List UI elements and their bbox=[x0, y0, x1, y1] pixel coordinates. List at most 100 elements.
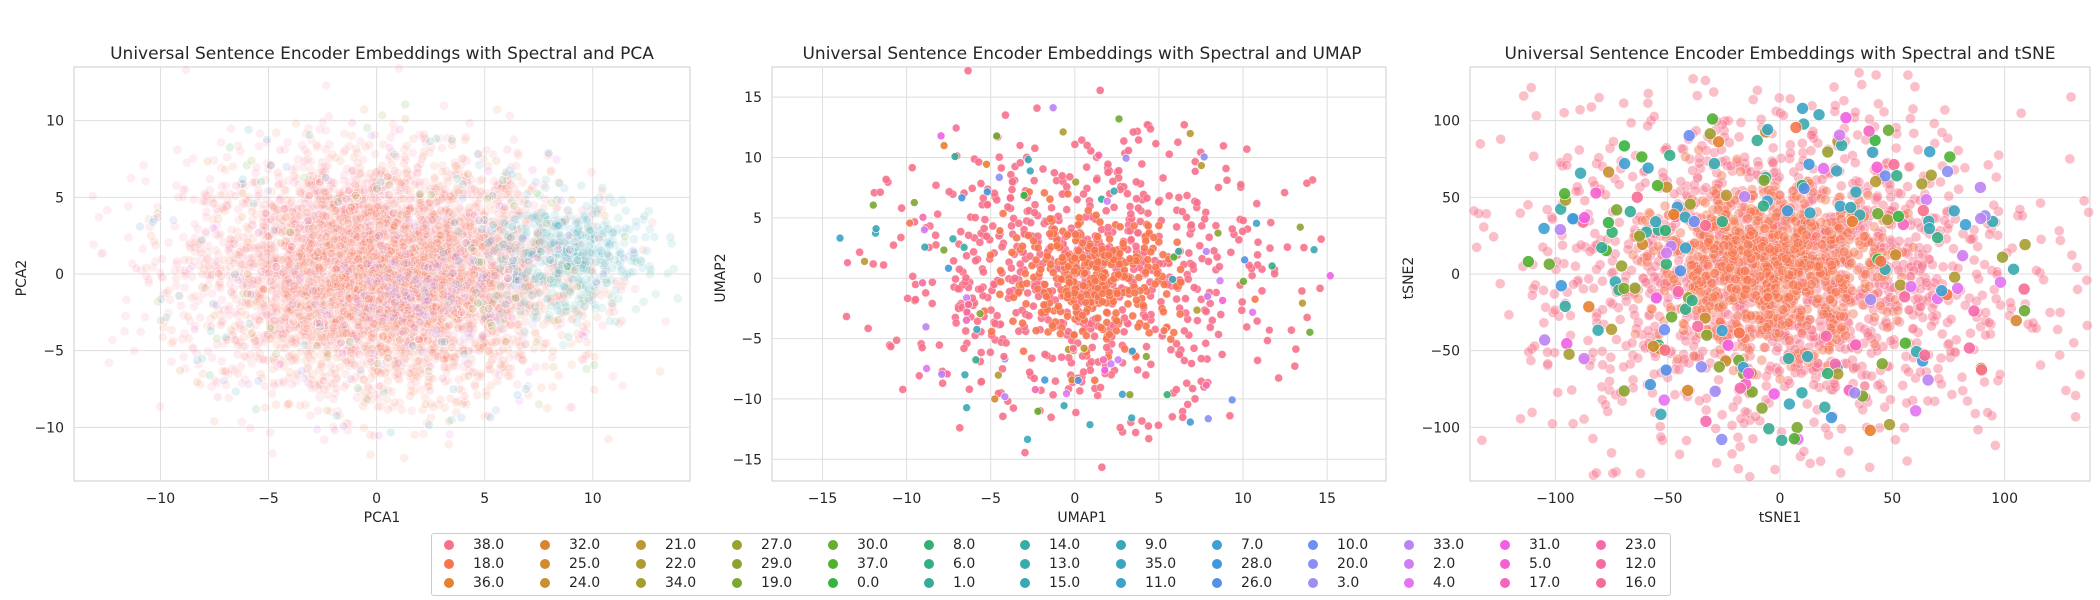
scatter-point bbox=[271, 127, 282, 138]
scatter-point bbox=[228, 290, 239, 300]
scatter-point bbox=[439, 100, 449, 111]
scatter-point bbox=[189, 219, 200, 229]
scatter-point bbox=[313, 405, 323, 416]
scatter-point bbox=[403, 228, 414, 239]
scatter-point bbox=[365, 449, 376, 460]
scatter-point bbox=[94, 212, 104, 223]
scatter-point bbox=[166, 338, 177, 348]
scatter-point bbox=[368, 252, 379, 262]
scatter-point bbox=[440, 184, 450, 195]
scatter-point bbox=[155, 267, 166, 278]
scatter-point bbox=[220, 165, 230, 175]
scatter-point bbox=[314, 263, 324, 273]
scatter-point bbox=[509, 134, 519, 145]
scatter-point bbox=[233, 141, 243, 151]
scatter-point bbox=[178, 232, 189, 242]
scatter-point bbox=[429, 161, 439, 171]
scatter-point bbox=[414, 204, 424, 214]
scatter-point bbox=[373, 402, 383, 412]
scatter-point bbox=[321, 125, 331, 136]
scatter-point bbox=[185, 243, 196, 253]
scatter-point bbox=[335, 215, 345, 225]
scatter-point bbox=[313, 247, 323, 257]
scatter-point bbox=[283, 399, 294, 409]
scatter-point bbox=[581, 350, 591, 361]
scatter-point bbox=[401, 140, 412, 151]
scatter-point bbox=[458, 399, 468, 409]
scatter-point bbox=[443, 439, 454, 450]
scatter-point bbox=[241, 310, 251, 320]
scatter-point bbox=[209, 416, 220, 427]
scatter-point bbox=[211, 245, 221, 256]
scatter-point bbox=[589, 351, 600, 362]
scatter-point bbox=[327, 149, 337, 160]
scatter-point bbox=[121, 294, 132, 305]
scatter-point bbox=[275, 315, 286, 326]
scatter-point bbox=[260, 402, 271, 413]
scatter-point bbox=[330, 152, 341, 163]
scatter-point bbox=[135, 326, 146, 337]
scatter-point bbox=[408, 134, 419, 144]
scatter-point bbox=[312, 140, 322, 150]
scatter-point bbox=[218, 203, 229, 214]
scatter-point bbox=[258, 354, 269, 365]
scatter-point bbox=[267, 448, 278, 459]
scatter-point bbox=[398, 194, 409, 204]
scatter-point bbox=[163, 285, 174, 296]
scatter-point bbox=[370, 149, 380, 159]
scatter-point bbox=[365, 168, 376, 179]
scatter-point bbox=[413, 167, 423, 178]
y-tick-label-pca: 10 bbox=[46, 114, 64, 130]
scatter-point bbox=[203, 346, 213, 357]
scatter-point bbox=[236, 417, 247, 427]
scatter-point bbox=[603, 434, 614, 445]
scatter-point bbox=[291, 118, 301, 129]
scatter-point bbox=[311, 274, 322, 285]
x-tick-label-pca: −5 bbox=[258, 491, 279, 507]
scatter-point bbox=[461, 132, 471, 143]
scatter-point bbox=[203, 261, 214, 272]
y-axis-label-pca: PCA2 bbox=[14, 260, 30, 297]
scatter-point bbox=[592, 312, 602, 323]
scatter-point bbox=[87, 191, 98, 201]
scatter-point bbox=[267, 388, 277, 399]
scatter-point bbox=[179, 282, 190, 293]
scatter-point bbox=[265, 276, 276, 286]
scatter-point bbox=[359, 104, 370, 115]
scatter-point bbox=[457, 153, 467, 164]
scatter-point bbox=[429, 173, 440, 184]
scatter-point bbox=[217, 356, 227, 367]
scatter-point bbox=[344, 281, 354, 292]
scatter-point bbox=[399, 453, 410, 463]
scatter-point bbox=[660, 316, 671, 327]
scatter-point bbox=[481, 145, 492, 155]
scatter-point bbox=[205, 174, 215, 184]
scatter-point bbox=[163, 237, 174, 248]
scatter-point bbox=[322, 390, 332, 400]
scatter-point bbox=[281, 185, 291, 196]
scatter-point bbox=[338, 175, 349, 186]
scatter-point bbox=[326, 368, 337, 378]
scatter-point bbox=[512, 379, 523, 390]
scatter-point bbox=[216, 137, 226, 148]
scatter-point bbox=[447, 194, 458, 205]
scatter-point bbox=[341, 357, 352, 368]
scatter-point bbox=[247, 207, 257, 217]
scatter-point bbox=[255, 128, 265, 139]
scatter-point bbox=[254, 249, 264, 259]
scatter-point bbox=[318, 210, 328, 221]
scatter-point bbox=[253, 276, 263, 287]
scatter-point bbox=[542, 403, 553, 413]
scatter-point bbox=[331, 383, 342, 394]
scatter-point bbox=[120, 311, 131, 321]
scatter-point bbox=[172, 144, 183, 155]
scatter-point bbox=[630, 283, 640, 294]
scatter-point bbox=[586, 167, 597, 178]
scatter-point bbox=[195, 313, 205, 323]
scatter-point bbox=[427, 347, 438, 358]
scatter-point bbox=[418, 151, 428, 162]
scatter-point bbox=[107, 335, 118, 345]
scatter-point bbox=[88, 239, 99, 250]
scatter-points-pca bbox=[87, 63, 683, 463]
scatter-point bbox=[589, 385, 599, 395]
